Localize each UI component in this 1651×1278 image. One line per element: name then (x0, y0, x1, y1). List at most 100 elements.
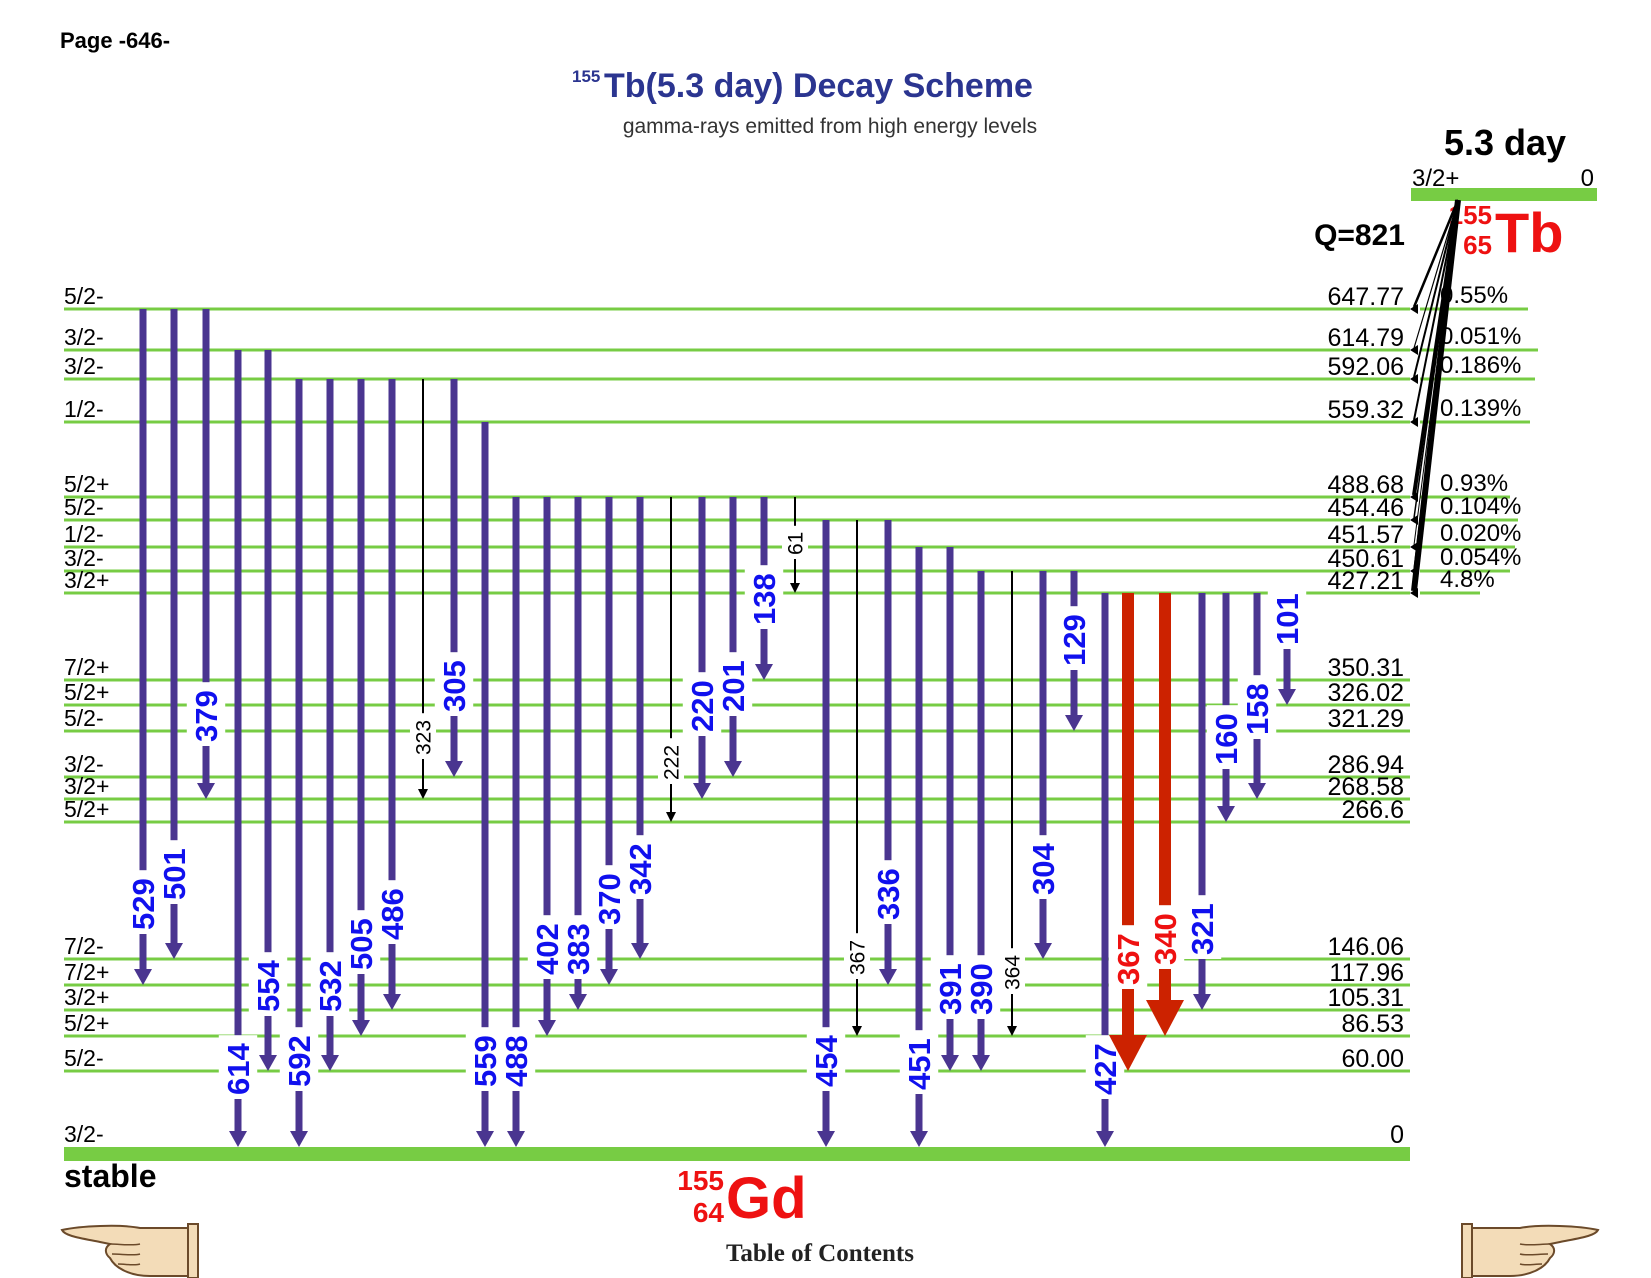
gamma-transition: 367 (843, 520, 871, 1036)
gamma-arrowhead (666, 812, 676, 822)
level-spin: 3/2- (64, 751, 104, 777)
gamma-arrowhead (445, 761, 463, 777)
parent-halflife: 5.3 day (1444, 122, 1566, 163)
gamma-energy-label: 367 (847, 940, 870, 975)
gamma-energy-label: 323 (413, 720, 436, 755)
gamma-label-bg (620, 835, 660, 899)
gamma-arrowhead (321, 1055, 339, 1071)
beta-branch-line (1412, 199, 1460, 308)
title-mass-number: 155 (572, 67, 600, 86)
level: 1/2- 559.32 (64, 396, 1410, 424)
gamma-label-bg (843, 933, 871, 979)
gamma-label-bg (998, 948, 1026, 994)
daughter-symbol: Gd (726, 1166, 807, 1231)
gamma-shaft (1039, 571, 1047, 945)
beta-feeding-group: 0.55% 0.051%0.186% 0.139% 0.93%0.104%0.020%… (1410, 199, 1538, 598)
beta-arrowhead (1410, 515, 1418, 525)
gamma-label-bg (1145, 905, 1185, 969)
gamma-arrowhead (165, 943, 183, 959)
page-subtitle: gamma-rays emitted from high energy leve… (623, 115, 1037, 138)
level-energy: 559.32 (1328, 396, 1404, 424)
gamma-energy-label: 321 (1185, 903, 1220, 955)
gamma-transition: 488 (496, 497, 536, 1147)
gamma-arrowhead (569, 994, 587, 1010)
gamma-transition: 101 (1267, 585, 1307, 705)
gamma-energy-label: 367 (1111, 933, 1146, 985)
level-spin: 7/2- (64, 933, 104, 959)
parent-atomic-number: 65 (1463, 230, 1492, 260)
beta-feed: 0.104% (1410, 199, 1521, 525)
gamma-transition: 323 (409, 379, 437, 799)
gamma-shaft (139, 309, 147, 971)
gamma-label-bg (868, 860, 908, 924)
gamma-arrowhead (910, 1131, 928, 1147)
level: 3/2- 592.06 (64, 353, 1410, 381)
gamma-shaft (234, 350, 242, 1133)
gamma-transition: 614 (218, 350, 258, 1147)
gamma-transition: 367 (1108, 593, 1148, 1071)
gamma-arrowhead (383, 994, 401, 1010)
gamma-label-bg (899, 1030, 939, 1094)
gamma-arrowhead (755, 664, 773, 680)
gamma-arrowhead (476, 1131, 494, 1147)
beta-feed: 0.186% (1410, 199, 1535, 384)
level-energy: 488.68 (1328, 471, 1404, 499)
level-spin: 5/2- (64, 705, 104, 731)
level-spin: 3/2- (64, 324, 104, 350)
gamma-energy-label: 379 (189, 690, 224, 742)
gamma-transition: 305 (434, 379, 474, 777)
gamma-arrowhead (1034, 943, 1052, 959)
gamma-transition: 340 (1145, 593, 1185, 1036)
gamma-shaft (946, 547, 954, 1057)
gamma-energy-label: 488 (499, 1035, 534, 1087)
level-energy: 350.31 (1328, 654, 1404, 682)
beta-arrowhead (1410, 417, 1418, 427)
gamma-shaft (295, 379, 303, 1133)
gamma-arrowhead (507, 1131, 525, 1147)
gamma-energy-label: 304 (1026, 843, 1061, 895)
level-energy: 450.61 (1328, 545, 1404, 573)
gamma-arrowhead (1217, 806, 1235, 822)
gamma-label-bg (1182, 895, 1222, 959)
pointing-hand-right-icon[interactable] (1460, 1218, 1600, 1278)
gamma-shaft (915, 547, 923, 1133)
gamma-label-bg (248, 952, 288, 1016)
level-energy: 451.57 (1328, 521, 1404, 549)
gamma-shaft (605, 497, 613, 971)
gamma-transition: 321 (1182, 593, 1222, 1010)
gamma-label-bg (1023, 835, 1063, 899)
level-energy: 286.94 (1328, 751, 1405, 779)
gamma-arrowhead (197, 783, 215, 799)
gamma-arrowhead (1193, 994, 1211, 1010)
level: 5/2- 647.77 (64, 283, 1410, 311)
gamma-energy-label: 454 (809, 1035, 844, 1087)
level: 3/2- 0 (64, 1121, 1410, 1161)
gamma-energy-label: 158 (1240, 683, 1275, 735)
level-energy: 105.31 (1328, 984, 1404, 1012)
gamma-label-bg (713, 652, 753, 716)
gamma-shaft (884, 520, 892, 971)
gamma-label-bg (409, 713, 437, 759)
gamma-arrowhead (1278, 689, 1296, 705)
gamma-shaft (729, 497, 737, 763)
gamma-label-bg (496, 1027, 536, 1091)
gamma-shaft (543, 497, 551, 1022)
level-spin: 5/2+ (64, 1010, 109, 1036)
gamma-arrowhead (418, 789, 428, 799)
gamma-shaft (450, 379, 458, 763)
gamma-transition: 501 (154, 309, 194, 959)
gamma-shaft (388, 379, 396, 996)
gamma-arrowhead (817, 1131, 835, 1147)
gamma-transition: 222 (657, 497, 685, 822)
table-of-contents-link[interactable]: Table of Contents (726, 1240, 914, 1267)
beta-arrowhead (1410, 345, 1418, 355)
level-energy: 0 (1390, 1121, 1404, 1149)
level: 1/2- 451.57 (64, 521, 1410, 549)
beta-branch-line (1413, 199, 1459, 349)
gamma-energy-label: 427 (1088, 1043, 1123, 1095)
gamma-transition: 304 (1023, 571, 1063, 959)
pointing-hand-left-icon[interactable] (60, 1218, 200, 1278)
level-spin: 1/2- (64, 396, 104, 422)
gamma-energy-label: 101 (1270, 593, 1305, 645)
